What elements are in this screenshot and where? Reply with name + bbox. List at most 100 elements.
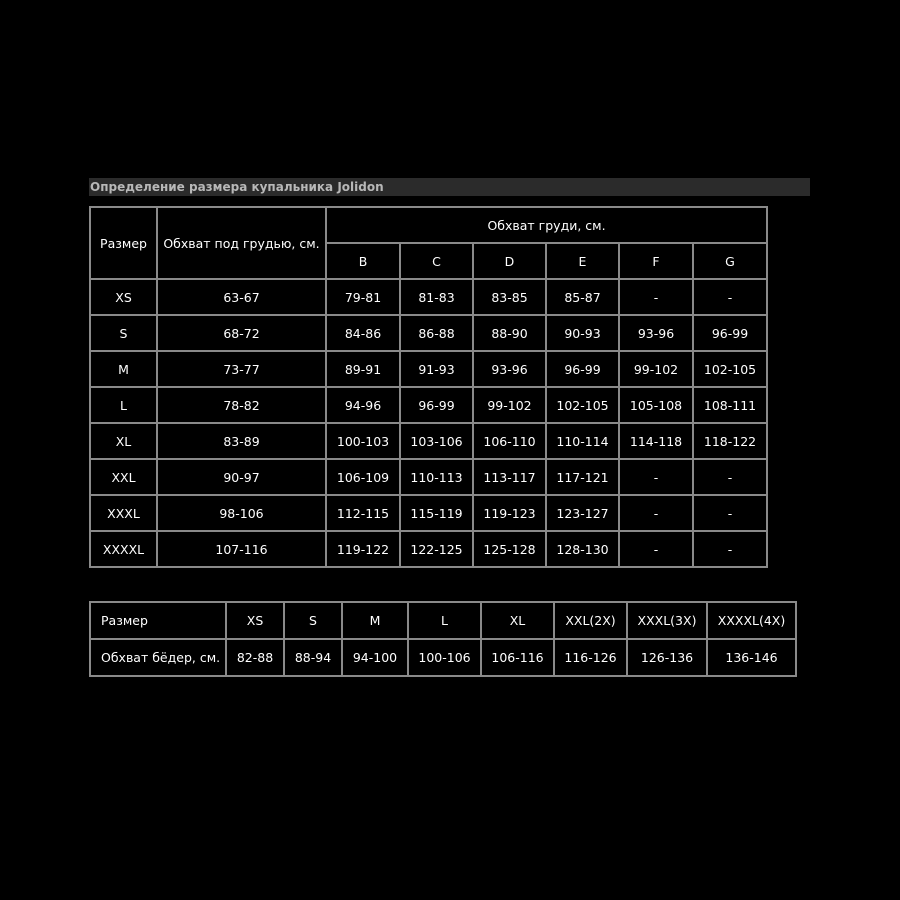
bust-cell: - [691,530,769,568]
hip-size-table: Размер XS S M L XL XXL(2X) XXXL(3X) XXXXL(4X) Об… [89,601,797,677]
bust-cell: - [618,494,694,532]
bust-cell: 86-88 [399,314,474,352]
size-cell: XXXXL(4X) [706,601,797,640]
bust-cell: - [691,458,769,496]
page-title: Определение размера купальника Jolidon [89,178,810,196]
bust-cell: 100-103 [325,422,401,460]
size-cell: XXXL(3X) [626,601,708,640]
bust-cell: 112-115 [325,494,401,532]
cup-header: C [399,242,474,280]
size-cell: XXL [89,458,158,496]
hip-cell: 106-116 [480,638,555,677]
table-row: XXXXL 107-116 119-122 122-125 125-128 128-130… [89,530,769,568]
bust-cell: 119-122 [325,530,401,568]
bust-cell: - [618,530,694,568]
size-cell: XXXL [89,494,158,532]
bust-cell: 94-96 [325,386,401,424]
hip-cell: 100-106 [407,638,482,677]
bust-cell: 115-119 [399,494,474,532]
size-cell: M [89,350,158,388]
hip-cell: 94-100 [341,638,409,677]
bust-cell: 117-121 [545,458,620,496]
bust-cell: 93-96 [472,350,547,388]
bust-cell: 90-93 [545,314,620,352]
underbust-cell: 98-106 [156,494,327,532]
underbust-cell: 63-67 [156,278,327,316]
bust-cell: - [691,494,769,532]
bust-cell: 125-128 [472,530,547,568]
size-cell: S [89,314,158,352]
bust-cell: 114-118 [618,422,694,460]
bust-cell: 96-99 [691,314,769,352]
bust-cell: 91-93 [399,350,474,388]
size-cell: XS [89,278,158,316]
table-row: XXL 90-97 106-109 110-113 113-117 117-121- - [89,458,769,496]
bust-cell: 81-83 [399,278,474,316]
underbust-cell: 78-82 [156,386,327,424]
table-row: L 78-82 94-96 96-99 99-102 102-105 105-108 108-… [89,386,769,424]
bust-cell: 79-81 [325,278,401,316]
hip-cell: 136-146 [706,638,797,677]
bust-cell: 119-123 [472,494,547,532]
size-cell: S [283,601,343,640]
size-cell: XXXXL [89,530,158,568]
bust-cell: 108-111 [691,386,769,424]
bust-cell: - [691,278,769,316]
bust-cell: 110-113 [399,458,474,496]
size-cell: XXL(2X) [553,601,628,640]
table-row: M 73-77 89-91 91-93 93-96 96-99 99-102 102-105 [89,350,769,388]
cup-header: G [691,242,769,280]
bust-cell: 85-87 [545,278,620,316]
bust-size-table: Размер Обхват под грудью, см. Обхват гру… [89,206,769,568]
bust-cell: 102-105 [545,386,620,424]
cup-header: D [472,242,547,280]
bust-cell: 96-99 [399,386,474,424]
cup-header: B [325,242,401,280]
bust-cell: 93-96 [618,314,694,352]
hip-label: Обхват бёдер, см. [89,638,227,677]
size-cell: XL [89,422,158,460]
underbust-cell: 90-97 [156,458,327,496]
bust-cell: 103-106 [399,422,474,460]
bust-cell: 118-122 [691,422,769,460]
size-cell: L [407,601,482,640]
table-row: S 68-72 84-86 86-88 88-90 90-93 93-96 96-99 [89,314,769,352]
size-cell: M [341,601,409,640]
hip-cell: 82-88 [225,638,285,677]
bust-cell: 89-91 [325,350,401,388]
bust-cell: 96-99 [545,350,620,388]
bust-cell: 83-85 [472,278,547,316]
bust-cell: 105-108 [618,386,694,424]
bust-cell: 88-90 [472,314,547,352]
underbust-cell: 73-77 [156,350,327,388]
size-cell: L [89,386,158,424]
bust-cell: 102-105 [691,350,769,388]
underbust-header: Обхват под грудью, см. [156,206,327,280]
size-header: Размер [89,206,158,280]
bust-cell: 123-127 [545,494,620,532]
bust-cell: 99-102 [618,350,694,388]
size-cell: XL [480,601,555,640]
cup-header: F [618,242,694,280]
cup-header: E [545,242,620,280]
bust-cell: - [618,278,694,316]
underbust-cell: 83-89 [156,422,327,460]
bust-cell: 106-110 [472,422,547,460]
size-label: Размер [89,601,227,640]
bust-cell: 106-109 [325,458,401,496]
bust-cell: - [618,458,694,496]
hip-cell: 116-126 [553,638,628,677]
bust-cell: 99-102 [472,386,547,424]
hip-cell: 126-136 [626,638,708,677]
underbust-cell: 68-72 [156,314,327,352]
table-row: XS 63-67 79-81 81-83 83-85 85-87- - [89,278,769,316]
bust-cell: 110-114 [545,422,620,460]
bust-cell: 122-125 [399,530,474,568]
table-row: XL 83-89 100-103 103-106 106-110 110-114 114-1… [89,422,769,460]
bust-cell: 113-117 [472,458,547,496]
bust-header: Обхват груди, см. [324,206,769,244]
bust-cell: 84-86 [325,314,401,352]
underbust-cell: 107-116 [156,530,327,568]
table-row: XXXL 98-106 112-115 115-119 119-123 123-127- - [89,494,769,532]
bust-cell: 128-130 [545,530,620,568]
